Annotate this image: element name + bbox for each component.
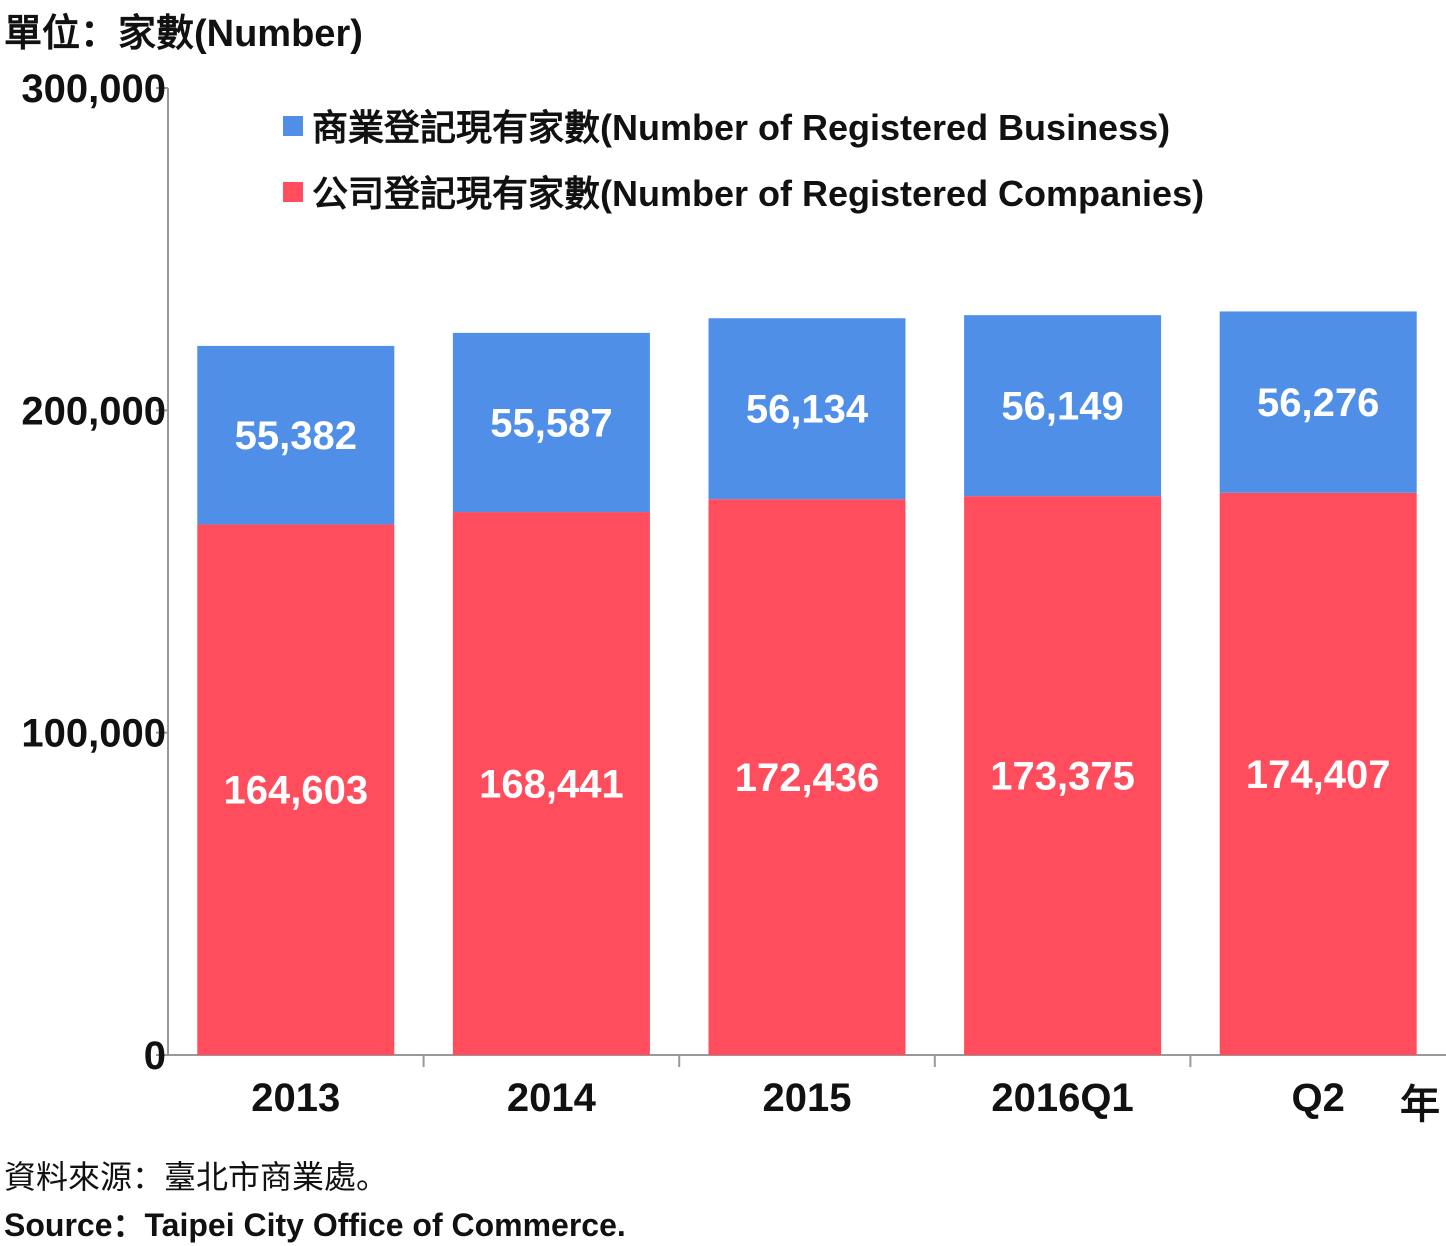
x-tick-label: 2016Q1	[991, 1076, 1133, 1120]
bar-business-2015	[708, 318, 906, 500]
data-label-business: 56,134	[746, 388, 869, 432]
y-tick-label: 300,000	[21, 67, 166, 111]
data-label-companies: 172,436	[735, 756, 880, 800]
legend-companies-swatch	[283, 182, 303, 202]
bar-companies-2016q1	[964, 496, 1162, 1056]
data-label-business: 56,149	[1001, 385, 1123, 429]
bar-business-q2	[1219, 311, 1417, 493]
source-chinese: 資料來源：臺北市商業處。	[4, 1159, 389, 1195]
data-label-business: 55,587	[490, 401, 612, 445]
y-tick-label: 100,000	[21, 712, 166, 756]
x-axis-unit-label: 年	[1400, 1083, 1440, 1127]
bar-companies-2014	[452, 512, 650, 1055]
x-tick-label: 2015	[763, 1076, 852, 1120]
bar-companies-q2	[1219, 492, 1417, 1055]
source-english: Source：Taipei City Office of Commerce.	[4, 1207, 626, 1243]
data-label-business: 55,382	[235, 414, 357, 458]
y-tick-label: 0	[144, 1034, 166, 1078]
x-tick-label: Q2	[1292, 1076, 1345, 1120]
unit-label: 單位：家數(Number)	[4, 13, 363, 55]
x-tick-label: 2013	[251, 1076, 340, 1120]
x-tick-label: 2014	[507, 1076, 597, 1120]
bar-business-2014	[452, 332, 650, 513]
bar-business-2016q1	[964, 315, 1162, 497]
data-label-companies: 173,375	[990, 755, 1135, 799]
y-tick-label: 200,000	[21, 389, 166, 433]
bar-companies-2015	[708, 499, 906, 1056]
legend-business-swatch	[283, 116, 303, 136]
legend-companies-label: 公司登記現有家數(Number of Registered Companies)	[312, 173, 1204, 214]
data-label-companies: 164,603	[224, 769, 369, 813]
bar-business-2013	[197, 345, 395, 525]
data-label-companies: 168,441	[479, 763, 624, 807]
data-label-companies: 174,407	[1246, 753, 1391, 797]
data-label-business: 56,276	[1257, 381, 1379, 425]
legend-business-label: 商業登記現有家數(Number of Registered Business)	[312, 107, 1170, 148]
bar-companies-2013	[197, 524, 395, 1055]
